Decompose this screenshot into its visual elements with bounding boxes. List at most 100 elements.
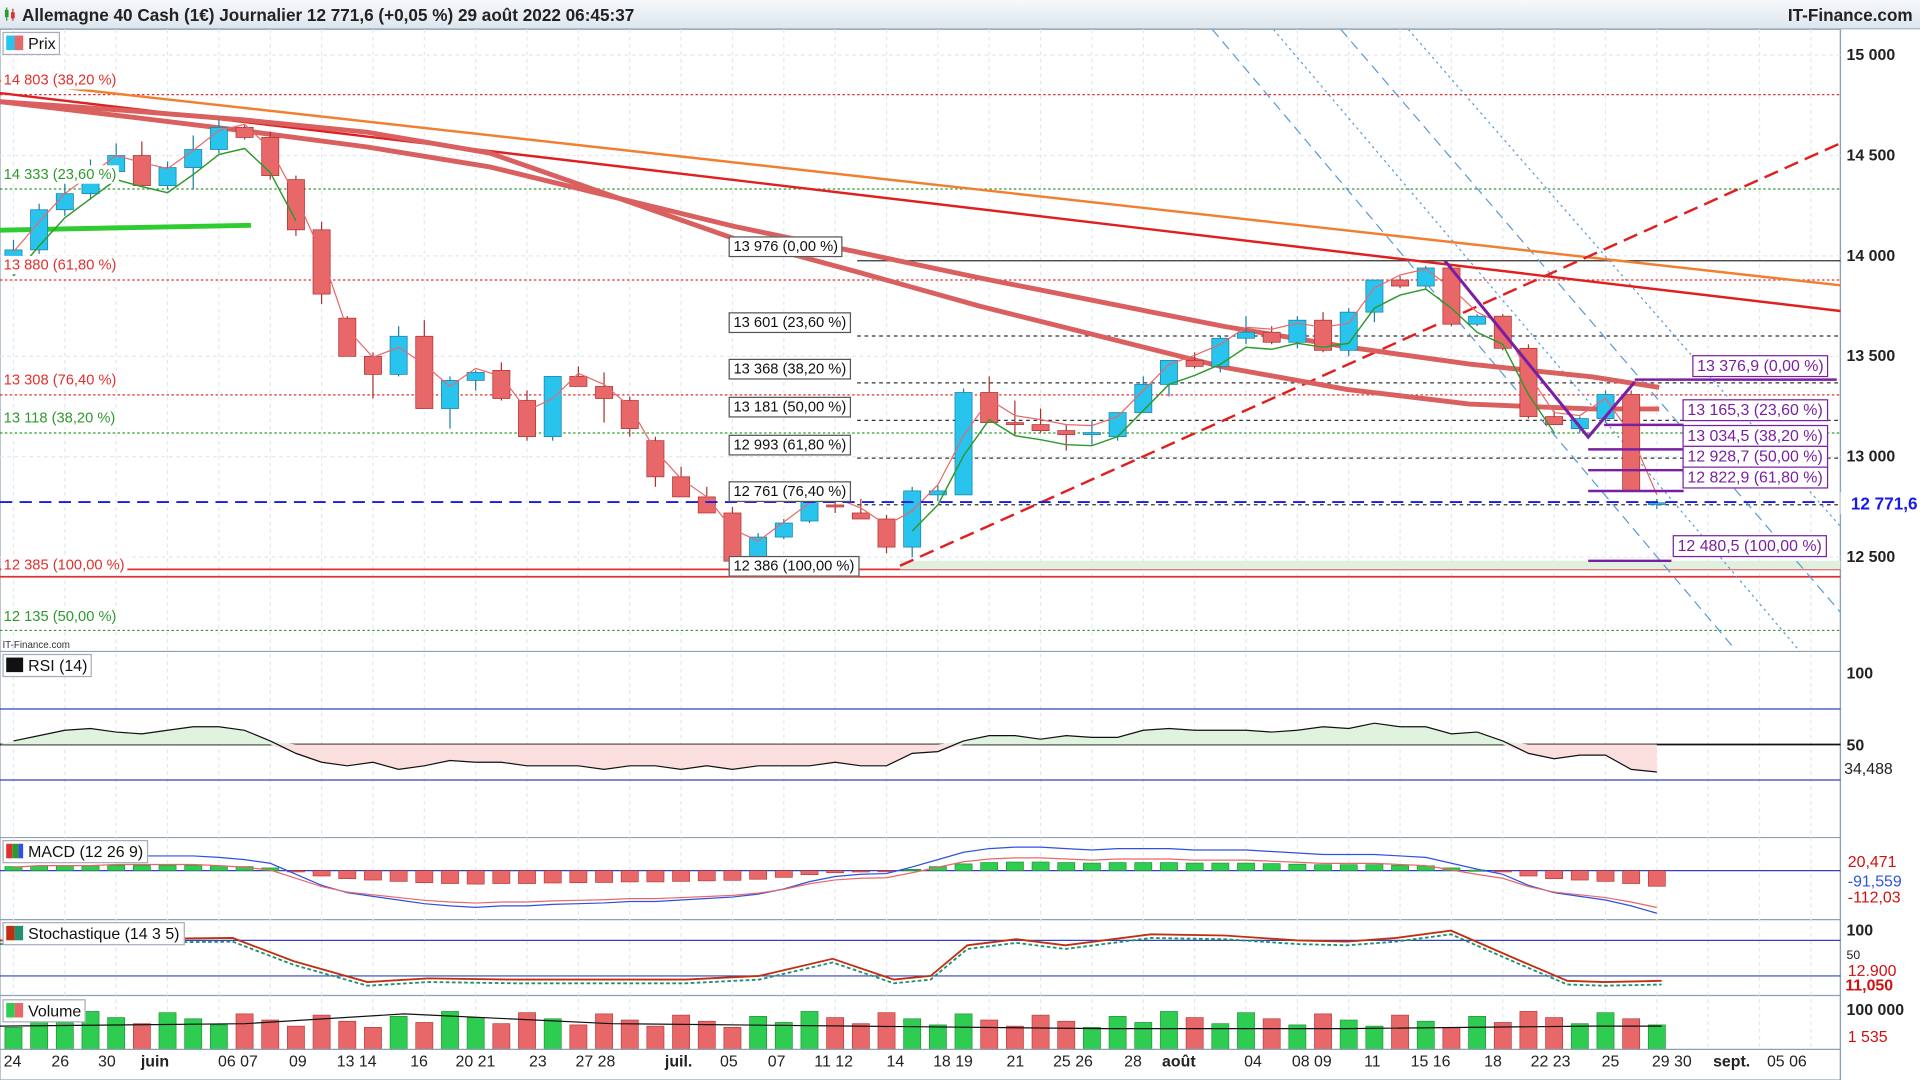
date-tick-label: 18 [1484, 1051, 1502, 1071]
volume-bar [595, 1013, 613, 1050]
volume-bar [210, 1024, 228, 1050]
macd-bar [1031, 861, 1050, 871]
panel-label-rsi[interactable]: RSI (14) [2, 653, 93, 678]
macd-bar [1211, 862, 1230, 871]
fib-right-label: 13 165,3 (23,60 %) [1682, 399, 1828, 422]
panel-label-volume[interactable]: Volume [2, 999, 87, 1023]
macd-bar [1570, 870, 1589, 881]
volume-bar [774, 1022, 793, 1050]
price-tick: 13 500 [1846, 346, 1896, 365]
candle [261, 137, 280, 176]
chart-canvas[interactable] [0, 29, 1920, 1080]
price-tick: 14 500 [1846, 145, 1896, 165]
fib-right-label: 12 480,5 (100,00 %) [1672, 535, 1827, 558]
macd-bar [338, 870, 357, 880]
fib-left-label: 14 803 (38,20 %) [1, 71, 119, 90]
candlestick-logo-icon [4, 7, 15, 21]
volume-bar [441, 1011, 459, 1050]
volume-bar [492, 1023, 511, 1050]
macd-bar [903, 868, 922, 871]
candle [543, 376, 562, 438]
price-tick: 15 000 [1846, 45, 1896, 64]
stoch-value-1: 12,900 [1847, 961, 1897, 980]
volume-bar [312, 1014, 331, 1050]
rsi-overbought-fill [0, 723, 1657, 745]
volume-bar [1622, 1018, 1641, 1050]
volume-bar [980, 1019, 999, 1050]
candle [646, 440, 665, 478]
fib-left-label: 14 333 (23,60 %) [1, 165, 119, 184]
price-tick: 12 500 [1846, 547, 1896, 566]
candle [338, 317, 357, 357]
candle [1262, 331, 1281, 343]
candle [1391, 279, 1410, 287]
macd-bar [107, 864, 126, 871]
fib-mid-label: 13 976 (0,00 %) [728, 236, 843, 258]
candle [441, 380, 459, 409]
volume-bar [928, 1024, 947, 1050]
volume-bar [646, 1025, 665, 1050]
volume-bar [1237, 1012, 1255, 1050]
macd-bar [1006, 861, 1024, 871]
panel-label-macd[interactable]: MACD (12 26 9) [2, 840, 149, 864]
volume-bar [1468, 1016, 1486, 1050]
macd-bar [646, 870, 665, 883]
macd-bar [595, 870, 613, 883]
candle [774, 522, 793, 538]
date-tick-label: 22 23 [1530, 1051, 1571, 1071]
volume-bar [543, 1018, 562, 1050]
candle [851, 512, 870, 520]
volume-bar [184, 1018, 203, 1050]
stoch-panel-icon [6, 925, 24, 941]
date-tick-label: 09 [288, 1051, 307, 1071]
candle [1005, 422, 1024, 425]
macd-bar [1365, 864, 1384, 871]
volume-bar [851, 1023, 870, 1050]
candle [723, 512, 742, 562]
candle [492, 370, 511, 399]
volume-bar [1006, 1025, 1024, 1050]
macd-bar [132, 864, 151, 871]
fib-left-label: 12 385 (100,00 %) [1, 555, 128, 575]
volume-bar [415, 1022, 434, 1050]
volume-average-line [0, 1013, 1662, 1030]
volume-bar [1519, 1011, 1538, 1050]
date-tick-label: 05 06 [1766, 1051, 1807, 1071]
panel-label-price[interactable]: Prix [2, 31, 61, 56]
macd-bar [4, 866, 23, 871]
volume-bar [261, 1019, 280, 1050]
fib-mid-label: 13 181 (50,00 %) [728, 396, 852, 418]
volume-bar [723, 1027, 742, 1050]
volume-bar [697, 1020, 716, 1050]
candle [415, 335, 434, 409]
volume-tick-top: 100 000 [1846, 1000, 1905, 1019]
candle [1031, 424, 1050, 431]
candle [954, 392, 973, 496]
candle [1237, 331, 1255, 339]
macd-bar [1185, 862, 1204, 871]
volume-bar [338, 1020, 357, 1050]
title-bar: Allemagne 40 Cash (1€) Journalier 12 771… [0, 0, 1920, 30]
macd-bar [569, 870, 588, 884]
candle [312, 229, 331, 295]
date-tick-label: 25 [1601, 1051, 1620, 1071]
panel-label-text: Stochastique (14 3 5) [28, 924, 180, 943]
macd-bar [1262, 863, 1281, 871]
macd-bar [55, 865, 74, 871]
macd-line [13, 846, 1658, 914]
date-tick-label: 13 14 [336, 1051, 377, 1071]
date-tick-label: 24 [3, 1051, 22, 1071]
volume-bar [1545, 1017, 1564, 1050]
volume-bar [1647, 1024, 1666, 1050]
volume-panel-icon [6, 1002, 24, 1018]
panel-label-stoch[interactable]: Stochastique (14 3 5) [2, 922, 185, 946]
price-tick: 13 000 [1846, 446, 1896, 466]
macd-value-3: -112,03 [1847, 887, 1901, 907]
macd-panel-icon [6, 843, 24, 859]
candle [235, 127, 254, 138]
macd-bar [364, 870, 382, 881]
candle [158, 167, 177, 187]
macd-bar [1339, 864, 1358, 871]
candle [595, 386, 613, 399]
candle [1082, 432, 1101, 436]
